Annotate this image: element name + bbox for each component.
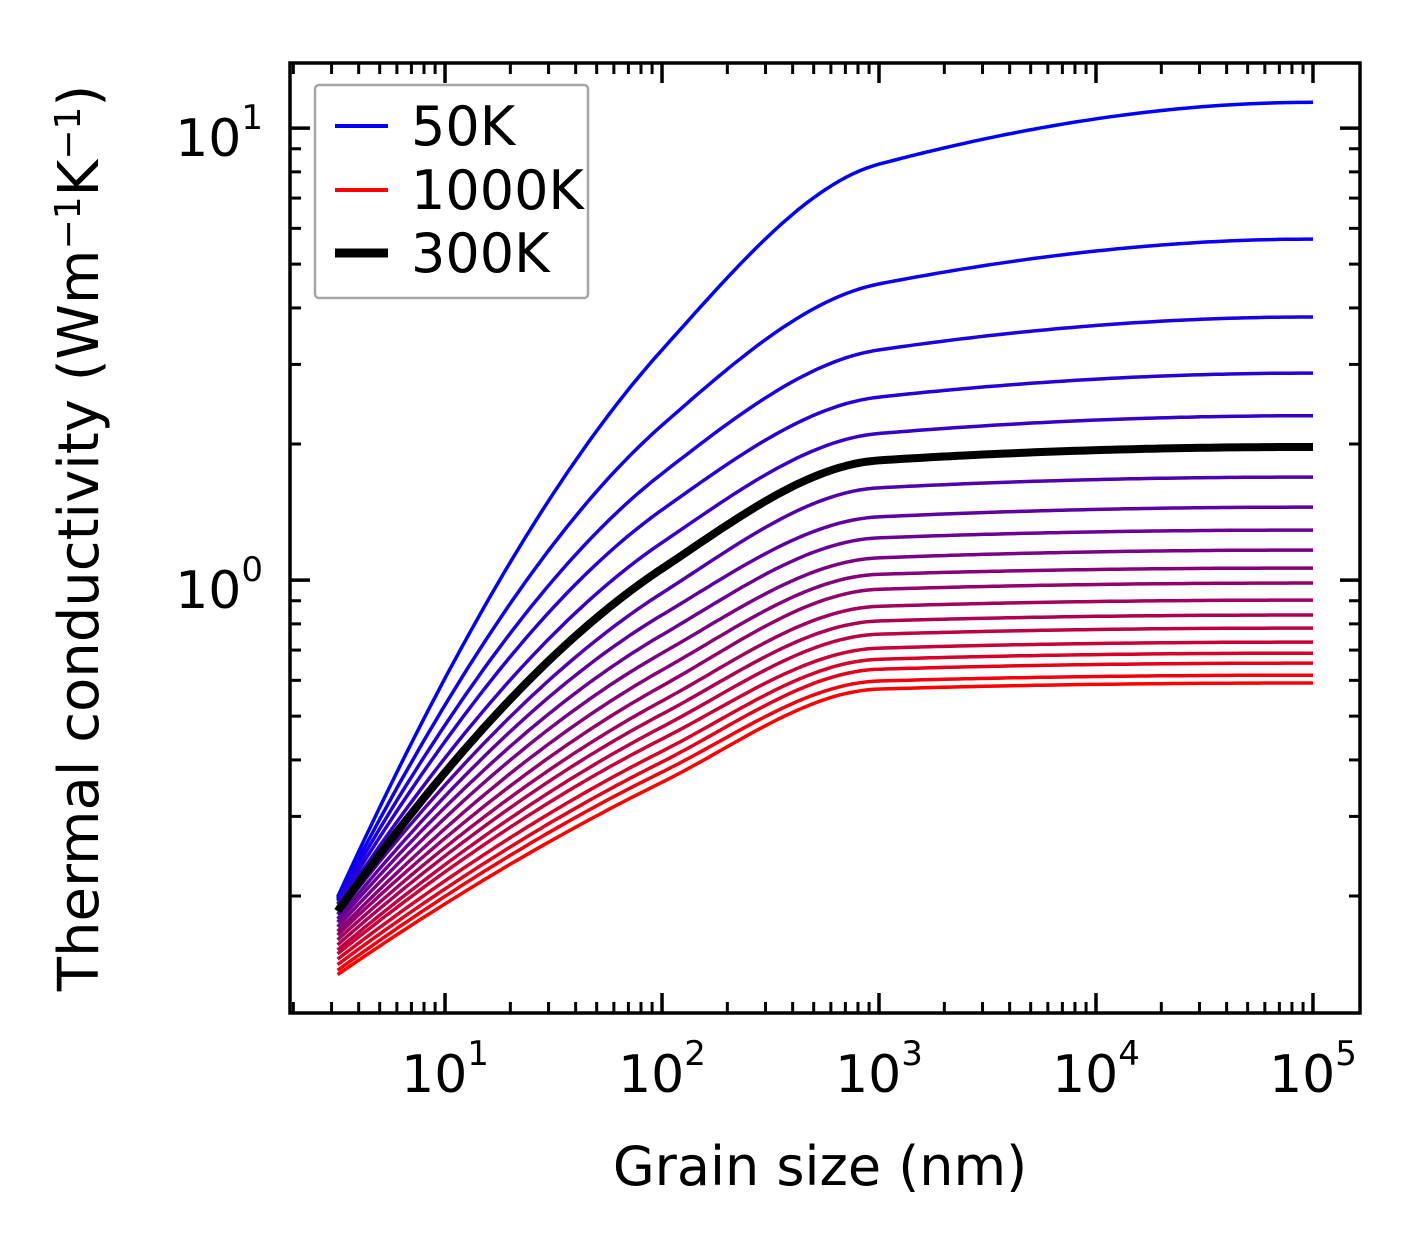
curve-150K	[336, 315, 1313, 902]
legend-label-50K: 50K	[411, 95, 517, 158]
curve-250K	[336, 413, 1313, 909]
curve-700K	[336, 613, 1313, 947]
legend: 50K 1000K 300K	[313, 83, 590, 300]
plot-border	[288, 61, 1362, 1015]
x-tick-label-1e1: 101	[401, 1034, 489, 1105]
curve-50K	[336, 100, 1314, 898]
x-axis-label: Grain size (nm)	[613, 1135, 1027, 1198]
x-tick-label-1e5: 105	[1269, 1034, 1357, 1105]
x-tick-label-1e3: 103	[835, 1034, 923, 1105]
curve-400K	[336, 505, 1313, 921]
tick-label-group: 101 102 103 104 105 101 100	[175, 98, 1357, 1105]
curve-550K	[336, 566, 1313, 933]
x-tick-label-1e2: 102	[618, 1034, 706, 1105]
legend-label-1000K: 1000K	[411, 159, 585, 222]
curve-850K	[336, 651, 1313, 961]
curve-650K	[336, 598, 1313, 942]
legend-box	[313, 83, 590, 300]
y-axis-label: Thermal conductivity (Wm−1K−1)	[47, 85, 112, 992]
curve-450K	[336, 528, 1313, 924]
x-tick-label-1e4: 104	[1052, 1034, 1140, 1105]
y-tick-label-1e0: 100	[175, 550, 263, 621]
curve-200K	[336, 371, 1313, 905]
curve-600K	[336, 581, 1313, 937]
curve-1000K	[336, 681, 1313, 977]
tick-group	[290, 63, 1360, 1013]
curve-350K	[336, 475, 1313, 916]
curve-900K	[336, 661, 1313, 967]
curve-750K	[336, 626, 1313, 952]
curve-group	[334, 100, 1314, 977]
curve-500K	[336, 548, 1313, 928]
curve-300K	[334, 443, 1313, 914]
curve-950K	[336, 673, 1313, 972]
y-tick-label-1e1: 101	[175, 98, 263, 169]
curve-800K	[336, 640, 1313, 956]
legend-label-300K: 300K	[411, 222, 551, 285]
curve-100K	[336, 237, 1313, 900]
